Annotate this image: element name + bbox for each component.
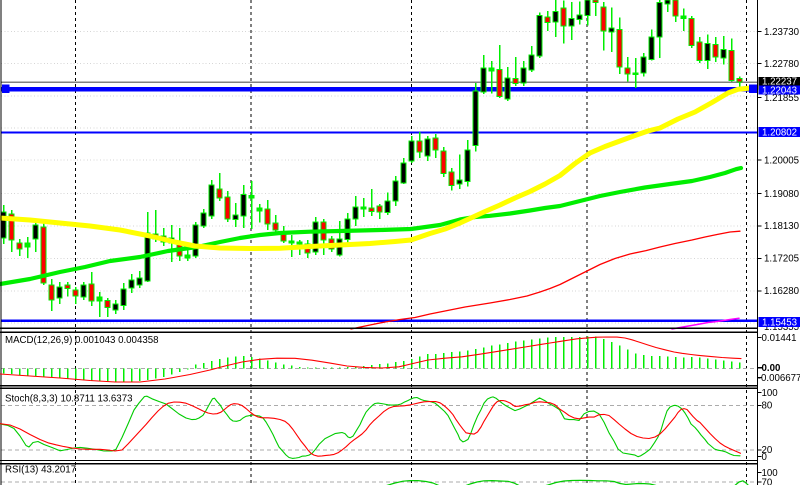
svg-text:1.15355: 1.15355 <box>764 322 799 333</box>
svg-text:1.18130: 1.18130 <box>764 221 800 232</box>
svg-text:1.22237: 1.22237 <box>762 77 797 88</box>
svg-text:0.00: 0.00 <box>762 363 781 374</box>
svg-text:100: 100 <box>762 468 779 479</box>
svg-text:-0.006677: -0.006677 <box>758 373 800 384</box>
svg-text:MACD(12,26,9) 0.001043 0.00435: MACD(12,26,9) 0.001043 0.004358 <box>5 335 159 346</box>
svg-text:1.21855: 1.21855 <box>764 93 799 104</box>
svg-text:1.22043: 1.22043 <box>762 85 797 96</box>
svg-text:1.19080: 1.19080 <box>764 189 800 200</box>
svg-text:0.01441: 0.01441 <box>762 333 797 344</box>
svg-text:0: 0 <box>762 452 768 463</box>
svg-text:RSI(13) 43.2017: RSI(13) 43.2017 <box>5 464 76 475</box>
svg-text:70: 70 <box>762 477 773 485</box>
svg-text:1.16280: 1.16280 <box>764 286 800 297</box>
svg-text:80: 80 <box>762 401 773 412</box>
svg-text:100: 100 <box>762 388 779 399</box>
svg-text:1.20005: 1.20005 <box>764 156 799 167</box>
svg-text:1.20802: 1.20802 <box>762 127 797 138</box>
svg-text:Stoch(8,3,3) 10.8711 13.6373: Stoch(8,3,3) 10.8711 13.6373 <box>5 393 132 404</box>
svg-text:1.22780: 1.22780 <box>764 59 800 70</box>
svg-text:1.17205: 1.17205 <box>764 254 799 265</box>
svg-text:1.23730: 1.23730 <box>764 27 800 38</box>
svg-text:20: 20 <box>762 445 773 456</box>
svg-text:1.15453: 1.15453 <box>762 317 797 328</box>
